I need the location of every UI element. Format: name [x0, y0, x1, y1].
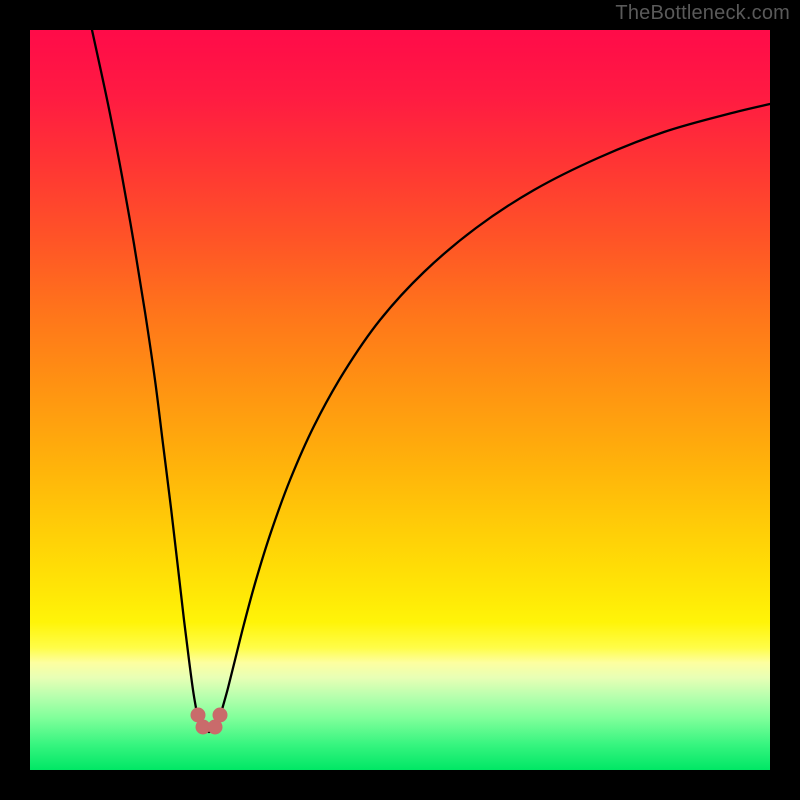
chart-canvas: [0, 0, 800, 800]
optimum-marker: [213, 708, 227, 722]
frame-left: [0, 0, 30, 800]
frame-right: [770, 0, 800, 800]
watermark-text: TheBottleneck.com: [615, 2, 790, 25]
frame-bottom: [0, 770, 800, 800]
gradient-background: [30, 30, 770, 770]
